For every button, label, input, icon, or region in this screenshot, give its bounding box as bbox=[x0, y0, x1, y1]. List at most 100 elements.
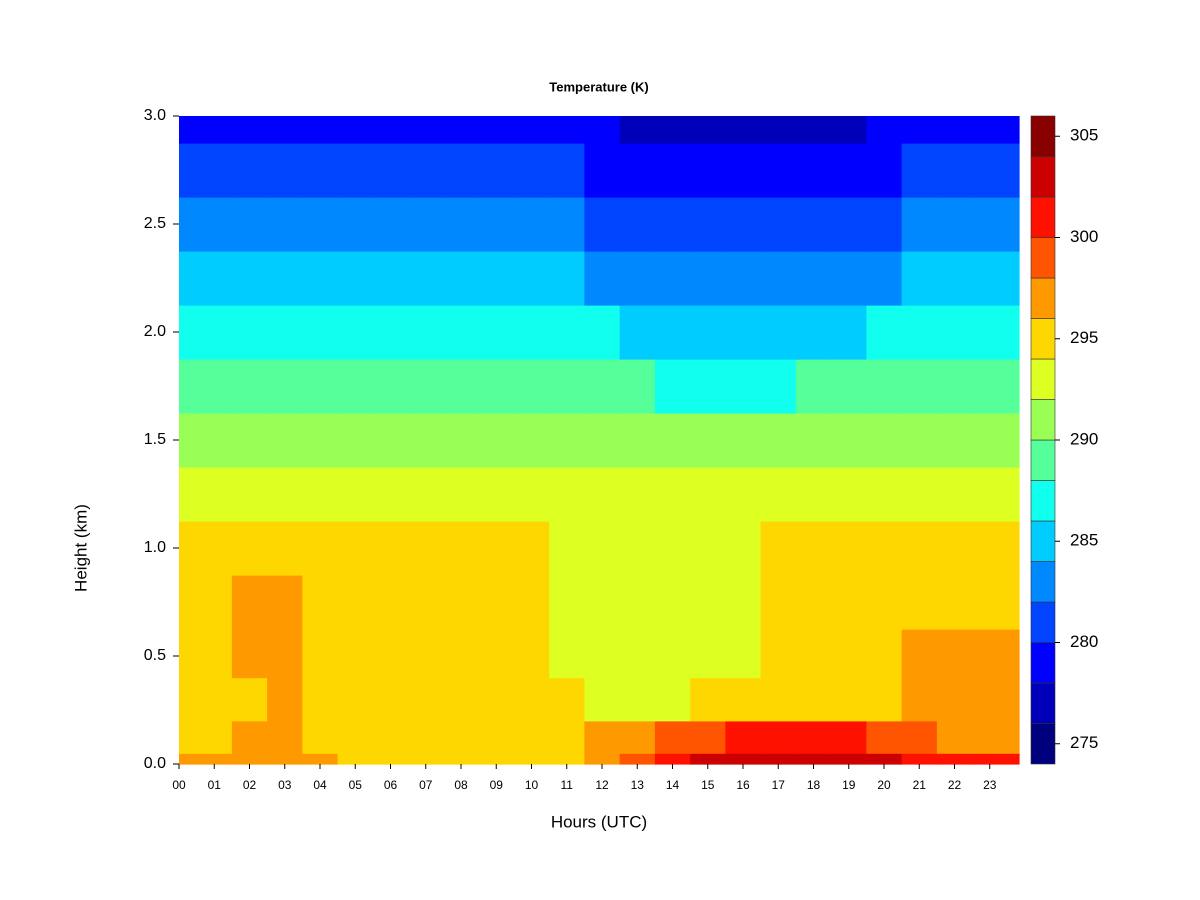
contour-cell bbox=[196, 467, 233, 522]
y-tick-label: 0.5 bbox=[144, 647, 166, 664]
contour-cell bbox=[302, 359, 339, 414]
x-tick-label: 21 bbox=[913, 778, 927, 792]
contour-cell bbox=[478, 720, 515, 754]
contour-cell bbox=[302, 720, 339, 754]
contour-cell bbox=[372, 116, 409, 144]
contour-cell bbox=[549, 677, 585, 722]
y-tick-label: 2.0 bbox=[144, 323, 166, 340]
contour-cell bbox=[231, 359, 268, 414]
contour-cell bbox=[337, 359, 374, 414]
contour-cell bbox=[795, 753, 832, 765]
contour-cell bbox=[443, 720, 480, 754]
contour-cell bbox=[372, 753, 409, 765]
contour-cell bbox=[654, 251, 691, 306]
contour-cell bbox=[231, 575, 268, 630]
contour-cell bbox=[443, 359, 480, 414]
contour-cell bbox=[478, 359, 515, 414]
contour-cell bbox=[795, 143, 832, 198]
contour-cell bbox=[196, 359, 233, 414]
contour-cell bbox=[513, 251, 550, 306]
contour-cell bbox=[760, 359, 797, 414]
contour-cell bbox=[372, 575, 409, 630]
contour-cell bbox=[725, 359, 762, 414]
contour-cell bbox=[795, 305, 832, 360]
contour-cell bbox=[901, 677, 938, 722]
contour-cell bbox=[337, 116, 374, 144]
contour-cell bbox=[584, 251, 621, 306]
contour-cell bbox=[196, 251, 233, 306]
contour-cell bbox=[337, 413, 374, 468]
contour-cell bbox=[179, 359, 198, 414]
colorbar-tick-label: 275 bbox=[1070, 733, 1098, 752]
contour-cell bbox=[690, 197, 726, 252]
contour-cell bbox=[196, 143, 233, 198]
contour-cell bbox=[302, 116, 339, 144]
contour-cell bbox=[372, 720, 409, 754]
contour-cell bbox=[513, 143, 550, 198]
contour-cell bbox=[690, 753, 726, 765]
contour-cell bbox=[584, 629, 621, 679]
contour-cell bbox=[725, 116, 762, 144]
contour-cell bbox=[513, 677, 550, 722]
contour-cell bbox=[690, 720, 726, 754]
contour-cell bbox=[972, 359, 1020, 414]
contour-cell bbox=[654, 575, 691, 630]
contour-cell bbox=[267, 116, 303, 144]
contour-cell bbox=[549, 521, 585, 576]
contour-cell bbox=[690, 521, 726, 576]
contour-cell bbox=[584, 116, 621, 144]
contour-cell bbox=[972, 251, 1020, 306]
x-tick-label: 08 bbox=[454, 778, 468, 792]
contour-cell bbox=[831, 359, 867, 414]
contour-cell bbox=[936, 521, 973, 576]
contour-cell bbox=[549, 413, 585, 468]
contour-cell bbox=[584, 305, 621, 360]
contour-cell bbox=[267, 305, 303, 360]
contour-cell bbox=[584, 467, 621, 522]
contour-cell bbox=[408, 720, 444, 754]
contour-cell bbox=[972, 753, 1020, 765]
contour-cell bbox=[760, 677, 797, 722]
y-tick-label: 1.5 bbox=[144, 431, 166, 448]
contour-cell bbox=[443, 197, 480, 252]
contour-cell bbox=[760, 116, 797, 144]
contour-cell bbox=[831, 720, 867, 754]
contour-cell bbox=[725, 197, 762, 252]
contour-cell bbox=[725, 720, 762, 754]
contour-cell bbox=[972, 116, 1020, 144]
contour-cell bbox=[725, 143, 762, 198]
x-tick-label: 02 bbox=[243, 778, 257, 792]
contour-cell bbox=[654, 467, 691, 522]
contour-cell bbox=[196, 629, 233, 679]
x-tick-label: 05 bbox=[349, 778, 363, 792]
contour-cell bbox=[584, 575, 621, 630]
contour-cell bbox=[372, 197, 409, 252]
contour-cell bbox=[443, 575, 480, 630]
contour-cell bbox=[179, 521, 198, 576]
contour-cell bbox=[196, 575, 233, 630]
contour-cell bbox=[901, 720, 938, 754]
contour-cell bbox=[443, 143, 480, 198]
contour-cell bbox=[936, 677, 973, 722]
contour-cell bbox=[795, 413, 832, 468]
contour-cell bbox=[302, 305, 339, 360]
contour-cell bbox=[408, 197, 444, 252]
contour-cell bbox=[372, 413, 409, 468]
contour-cell bbox=[690, 251, 726, 306]
colorbar-tick-label: 280 bbox=[1070, 632, 1098, 651]
contour-cell bbox=[901, 521, 938, 576]
contour-cell bbox=[478, 677, 515, 722]
x-tick-label: 00 bbox=[172, 778, 186, 792]
contour-cell bbox=[196, 677, 233, 722]
contour-cell bbox=[866, 629, 903, 679]
contour-cell bbox=[972, 143, 1020, 198]
contour-cell bbox=[196, 720, 233, 754]
contour-cell bbox=[654, 359, 691, 414]
contour-cell bbox=[690, 629, 726, 679]
contour-cell bbox=[302, 677, 339, 722]
contour-cell bbox=[725, 629, 762, 679]
contour-cell bbox=[866, 359, 903, 414]
contour-cell bbox=[725, 677, 762, 722]
contour-cell bbox=[337, 305, 374, 360]
contour-cell bbox=[231, 116, 268, 144]
